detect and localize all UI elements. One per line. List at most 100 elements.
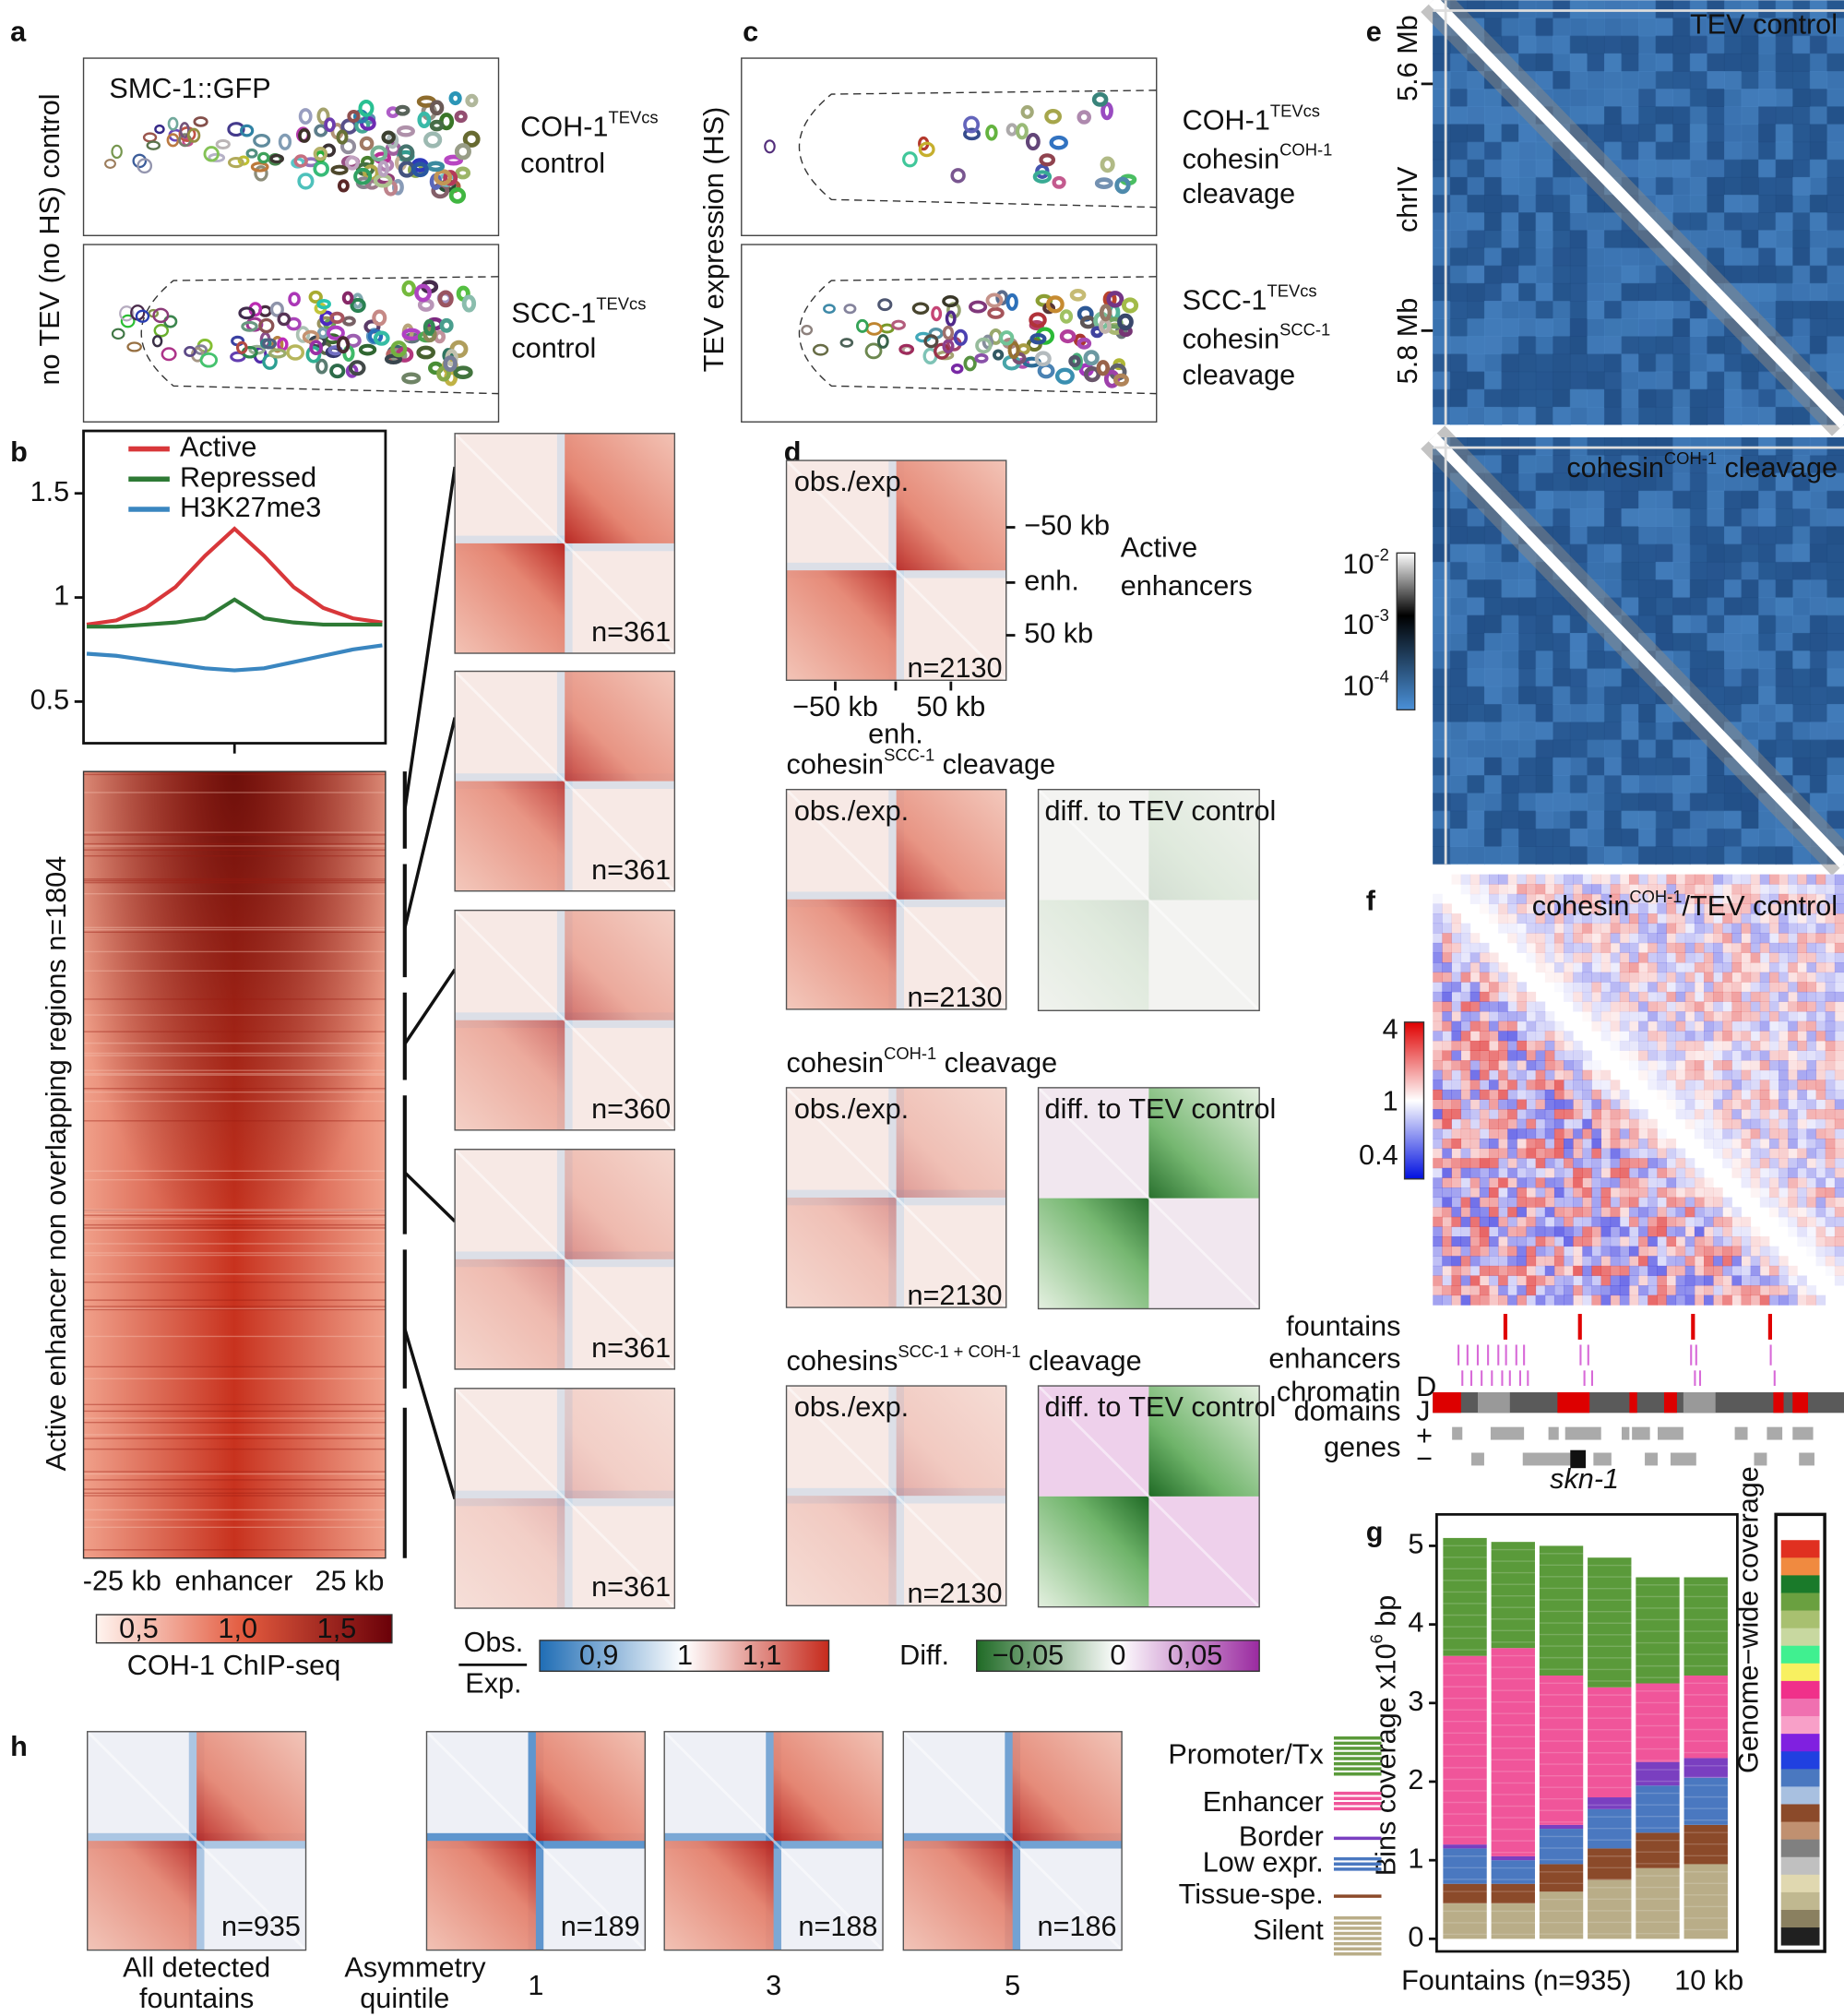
ratio-cell <box>1553 1040 1564 1051</box>
hic-cell <box>1775 543 1793 563</box>
hic-cell <box>1741 561 1759 580</box>
ratio-cell <box>1815 903 1826 914</box>
hic-cell <box>1826 212 1844 232</box>
hic-cell <box>1655 579 1673 599</box>
ratio-cell <box>1825 933 1836 944</box>
hic-cell <box>1809 579 1828 599</box>
ratio-cell <box>1526 1226 1537 1237</box>
hic-cell <box>1723 159 1743 178</box>
ratio-cell <box>1675 1069 1686 1080</box>
hic-cell <box>1433 141 1451 161</box>
ratio-cell <box>1517 1177 1527 1188</box>
ratio-cell <box>1694 942 1705 953</box>
ratio-cell <box>1779 893 1789 904</box>
ratio-cell <box>1600 884 1612 895</box>
ratio-cell <box>1489 1246 1499 1257</box>
ratio-cell <box>1600 1148 1612 1159</box>
hic-cell <box>1483 159 1503 178</box>
ratio-cell <box>1731 893 1742 904</box>
ratio-cell <box>1788 1158 1798 1169</box>
ratio-cell <box>1573 1256 1583 1267</box>
hic-cell <box>1758 650 1777 670</box>
hic-cell <box>1467 704 1485 723</box>
ratio-cell <box>1797 1177 1807 1188</box>
gene-plus <box>1564 1426 1601 1440</box>
ratio-cell <box>1638 1158 1648 1169</box>
hic-cell <box>1723 455 1743 474</box>
hic-cell <box>1741 353 1759 373</box>
ratio-cell <box>1731 1275 1742 1286</box>
ratio-cell <box>1797 972 1807 983</box>
strain-label-part: COH-1 <box>520 112 608 143</box>
hic-cell <box>1535 614 1553 634</box>
x-label: 5 <box>1005 1970 1020 2001</box>
nucleus <box>313 161 329 177</box>
ratio-cell <box>1741 913 1752 924</box>
ratio-cell <box>1517 1197 1527 1208</box>
hic-cell <box>1741 526 1759 545</box>
ratio-cell <box>1722 1246 1732 1257</box>
ratio-cell <box>1469 1109 1481 1120</box>
ratio-cell <box>1591 1294 1602 1306</box>
ratio-cell <box>1517 1236 1527 1247</box>
ratio-cell <box>1507 972 1517 983</box>
hic-cell <box>1655 406 1673 425</box>
ratio-cell <box>1610 1294 1621 1306</box>
hic-cell <box>1826 282 1844 302</box>
ratio-cell <box>1788 1148 1798 1159</box>
hic-cell <box>1553 650 1571 670</box>
hic-cell <box>1826 632 1844 651</box>
ratio-cell <box>1564 1118 1574 1129</box>
map-quadrant <box>896 1386 1006 1497</box>
ratio-cell <box>1451 1177 1462 1188</box>
hic-cell <box>1775 686 1793 705</box>
ratio-cell <box>1759 923 1770 934</box>
hic-cell <box>1587 265 1605 284</box>
ratio-cell <box>1750 1275 1761 1286</box>
ratio-cell <box>1442 1050 1452 1061</box>
hic-cell <box>1483 846 1503 865</box>
ratio-cell <box>1638 884 1648 895</box>
genome-stripe <box>1780 1610 1820 1629</box>
ratio-cell <box>1675 972 1686 983</box>
gene-plus <box>1490 1426 1525 1440</box>
ratio-cell <box>1779 874 1789 885</box>
ratio-cell <box>1610 913 1621 924</box>
ratio-cell <box>1797 1285 1807 1296</box>
nucleus <box>455 166 471 180</box>
hic-cell <box>1553 668 1571 687</box>
hic-cell <box>1707 455 1725 474</box>
ratio-cell <box>1779 1099 1789 1110</box>
hic-cell <box>1809 472 1828 492</box>
hic-cell <box>1655 53 1673 72</box>
ratio-cell <box>1469 1256 1481 1267</box>
ratio-cell <box>1694 913 1705 924</box>
hic-cell <box>1603 561 1623 580</box>
profile-line <box>86 526 383 626</box>
ratio-cell <box>1638 982 1648 993</box>
hic-cell <box>1689 650 1708 670</box>
ratio-cell <box>1815 1099 1826 1110</box>
ratio-cell <box>1750 982 1761 993</box>
map-quadrant <box>1038 900 1149 1011</box>
ratio-cell <box>1479 982 1490 993</box>
hic-cell <box>1723 53 1743 72</box>
ratio-cell <box>1628 972 1639 983</box>
hic-cell <box>1741 89 1759 107</box>
hic-cell <box>1621 757 1639 776</box>
ratio-cell <box>1507 903 1517 914</box>
hic-cell <box>1535 508 1553 528</box>
ratio-cell <box>1591 1275 1602 1286</box>
condition-label: cleavage <box>1183 178 1296 209</box>
ratio-cell <box>1704 1011 1714 1022</box>
ratio-cell <box>1759 1020 1770 1032</box>
nucleus <box>1026 337 1042 352</box>
ratio-cell <box>1610 1207 1621 1218</box>
gene-name: skn-1 <box>1550 1463 1619 1495</box>
ratio-cell <box>1638 893 1648 904</box>
map-diagonal <box>902 1730 1124 1951</box>
ratio-cell <box>1460 1138 1471 1150</box>
ratio-cell <box>1498 1148 1508 1159</box>
ratio-cell <box>1535 1246 1546 1257</box>
ratio-cell <box>1797 1275 1807 1286</box>
